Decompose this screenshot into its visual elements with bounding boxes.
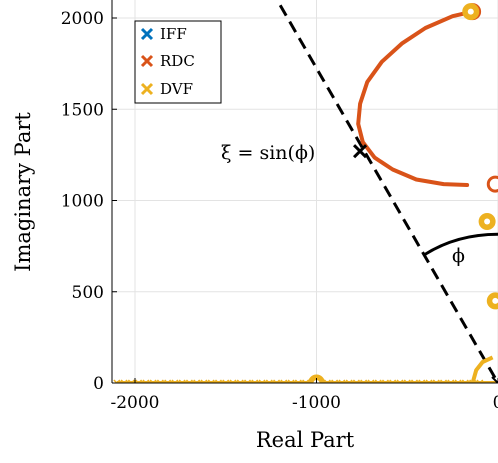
tick-labels: -2000 -1000 0 0 500 1000 1500 2000 xyxy=(61,9,498,413)
dvf-axis-marker xyxy=(389,379,397,383)
angle-arc xyxy=(422,232,498,257)
dvf-axis-marker xyxy=(367,379,375,383)
dvf-arc xyxy=(470,355,494,383)
dvf-axis-marker xyxy=(418,379,426,383)
damping-annotation: ξ = sin(ϕ) xyxy=(221,142,315,164)
dvf-axis-marker xyxy=(214,379,223,383)
rdc-locus-line xyxy=(356,9,475,187)
legend-entry-iff: IFF xyxy=(140,25,187,43)
dvf-axis-marker xyxy=(200,379,208,383)
legend-entry-dvf: DVF xyxy=(140,80,193,98)
angle-annotation: ϕ xyxy=(452,245,465,267)
y-tick-label: 1000 xyxy=(61,192,104,212)
x-tick-label: 0 xyxy=(493,393,498,413)
dvf-axis-marker xyxy=(127,379,135,383)
legend-entry-rdc: RDC xyxy=(140,52,195,70)
damping-line xyxy=(278,4,498,383)
dvf-marker-center xyxy=(492,297,498,304)
rdc-marker xyxy=(486,175,498,193)
dvf-axis-marker xyxy=(222,379,230,383)
dvf-axis-marker xyxy=(476,379,484,383)
dvf-axis-marker xyxy=(410,379,419,383)
axes-frame xyxy=(111,0,498,384)
dvf-axis-marker xyxy=(185,379,193,383)
dvf-axis-marker xyxy=(229,379,237,383)
dvf-axis-marker xyxy=(113,379,121,383)
y-tick-label: 1500 xyxy=(61,100,104,120)
legend-label-iff: IFF xyxy=(160,25,187,43)
y-tick-label: 2000 xyxy=(61,9,104,29)
dvf-axis-marker xyxy=(323,379,331,383)
dvf-axis-marker xyxy=(440,379,448,383)
dvf-axis-marker xyxy=(461,379,469,383)
dvf-axis-marker xyxy=(265,379,273,383)
dvf-axis-marker xyxy=(425,379,433,383)
dvf-axis-marker xyxy=(432,379,440,383)
dvf-axis-marker xyxy=(447,379,455,383)
dvf-axis-marker xyxy=(120,379,128,383)
dvf-axis-marker xyxy=(251,379,259,383)
legend-label-rdc: RDC xyxy=(160,52,195,70)
origin-marker xyxy=(491,376,498,383)
dvf-axis-marker xyxy=(338,379,346,383)
dvf-axis-marker xyxy=(178,379,186,383)
damping-cross-marker xyxy=(352,144,368,159)
dvf-axis-marker xyxy=(396,379,404,383)
dvf-axis-marker xyxy=(193,379,201,383)
dvf-axis-marker xyxy=(156,379,164,383)
dvf-axis-marker xyxy=(331,379,339,383)
dvf-axis-marker xyxy=(164,379,172,383)
x-axis-label: Real Part xyxy=(256,428,355,452)
dvf-marker-center xyxy=(467,8,474,15)
dvf-axis-marker xyxy=(374,379,382,383)
legend-marker-dvf xyxy=(140,82,154,96)
legend-marker-rdc xyxy=(140,54,154,68)
x-tick-label: -2000 xyxy=(110,393,159,413)
dvf-axis-marker xyxy=(403,379,411,383)
dvf-axis-marker xyxy=(273,379,281,383)
x-tick-label: -1000 xyxy=(292,393,341,413)
dvf-axis-marker xyxy=(345,379,353,383)
dvf-axis-marker xyxy=(454,379,462,383)
dvf-axis-marker xyxy=(142,379,150,383)
dvf-axis-marker xyxy=(207,379,215,383)
dvf-axis-marker xyxy=(352,379,360,383)
dvf-axis-marker xyxy=(171,379,179,383)
dvf-axis-marker xyxy=(149,379,157,383)
legend: IFF RDC DVF xyxy=(134,20,222,104)
y-tick-label: 0 xyxy=(93,374,104,394)
legend-marker-iff xyxy=(140,27,154,41)
dvf-marker-center xyxy=(484,218,491,225)
y-axis-label: Imaginary Part xyxy=(11,112,35,272)
dvf-axis-marker xyxy=(236,379,244,383)
dvf-axis-marker xyxy=(360,379,368,383)
dvf-axis-marker xyxy=(287,379,295,383)
dvf-axis-marker xyxy=(294,379,302,383)
y-tick-label: 500 xyxy=(72,283,104,303)
dvf-axis-marker xyxy=(381,379,390,383)
dvf-axis-marker xyxy=(280,379,288,383)
dvf-axis-marker xyxy=(258,379,266,383)
dvf-axis-marker xyxy=(135,379,143,383)
legend-label-dvf: DVF xyxy=(160,80,193,98)
dvf-axis-marker xyxy=(302,379,310,383)
dvf-axis-marker xyxy=(243,379,252,383)
